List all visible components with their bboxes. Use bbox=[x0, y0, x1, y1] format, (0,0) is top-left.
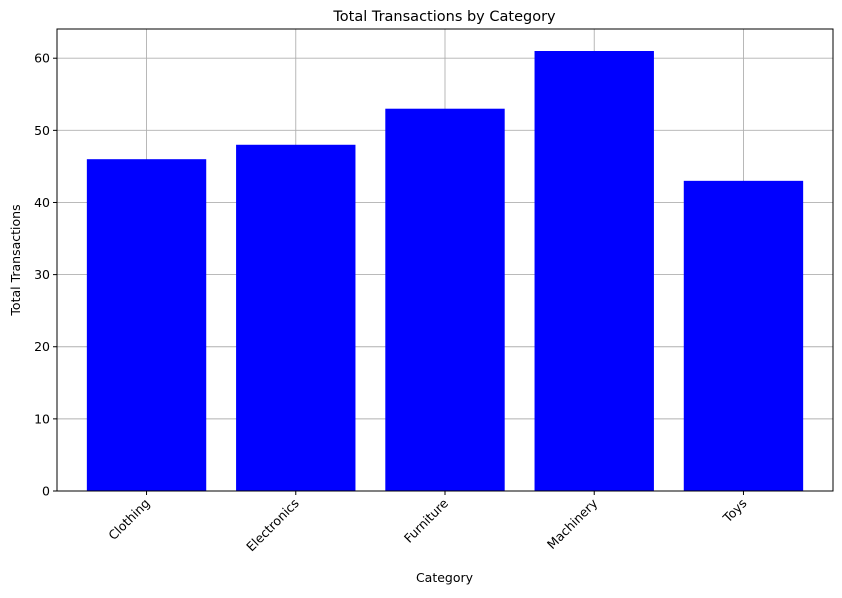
y-tick-label: 30 bbox=[34, 267, 50, 282]
x-tick-label: Toys bbox=[719, 496, 749, 526]
x-tick-label: Machinery bbox=[544, 495, 601, 552]
bars bbox=[86, 51, 804, 491]
y-tick-label: 20 bbox=[34, 339, 50, 354]
y-tick-label: 10 bbox=[34, 411, 50, 426]
y-tick-label: 40 bbox=[34, 195, 50, 210]
y-tick-label: 0 bbox=[42, 484, 50, 499]
y-tick-label: 50 bbox=[34, 123, 50, 138]
bar-machinery bbox=[534, 51, 654, 491]
x-tick-label: Furniture bbox=[401, 495, 452, 546]
bar-electronics bbox=[236, 144, 356, 491]
x-axis-label: Category bbox=[416, 570, 474, 585]
x-tick-label: Clothing bbox=[105, 496, 152, 543]
y-axis-label: Total Transactions bbox=[8, 204, 23, 316]
bar-clothing bbox=[86, 159, 207, 491]
x-axis-ticks: Clothing Electronics Furniture Machinery Toy… bbox=[105, 491, 750, 555]
x-tick-label: Electronics bbox=[243, 496, 302, 555]
bar-toys bbox=[683, 180, 804, 491]
y-axis-ticks: 0 10 20 30 40 50 60 bbox=[34, 51, 57, 499]
bar-furniture bbox=[385, 108, 505, 491]
chart-title: Total Transactions by Category bbox=[332, 9, 556, 25]
y-tick-label: 60 bbox=[34, 51, 50, 66]
